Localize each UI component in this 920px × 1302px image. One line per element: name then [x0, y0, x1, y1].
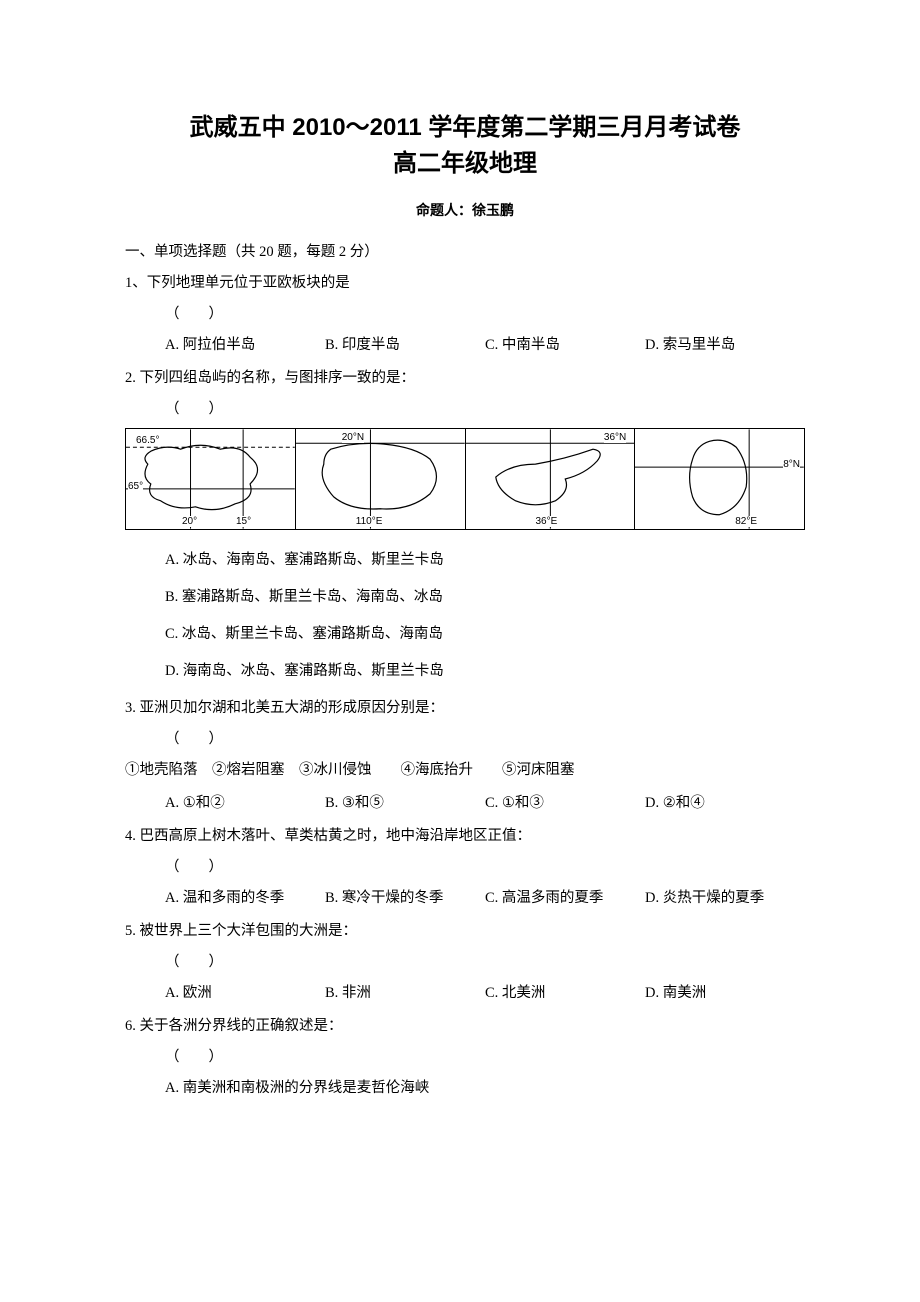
author-line: 命题人：徐玉鹏: [125, 200, 805, 220]
map3-svg: [466, 429, 635, 529]
title-line-2: 高二年级地理: [125, 146, 805, 182]
q1-option-b: B. 印度半岛: [325, 333, 485, 354]
q1-stem: 1、下列地理单元位于亚欧板块的是: [125, 271, 805, 292]
q4-option-d: D. 炎热干燥的夏季: [645, 886, 805, 907]
map-row: 66.5° 65° 20° 15° 20°N 110°E 36°N 36°E: [125, 428, 805, 530]
q3-blank: （ ）: [165, 727, 805, 748]
q5-blank: （ ）: [165, 950, 805, 971]
q6-option-a: A. 南美洲和南极洲的分界线是麦哲伦海峡: [165, 1076, 805, 1097]
q3-circles: ①地壳陷落 ②熔岩阻塞 ③冰川侵蚀 ④海底抬升 ⑤河床阻塞: [125, 758, 805, 779]
q1-option-c: C. 中南半岛: [485, 333, 645, 354]
q3-option-d: D. ②和④: [645, 791, 805, 812]
q4-options: A. 温和多雨的冬季 B. 寒冷干燥的冬季 C. 高温多雨的夏季 D. 炎热干燥…: [165, 886, 805, 907]
map-1: 66.5° 65° 20° 15°: [125, 429, 295, 529]
q4-option-c: C. 高温多雨的夏季: [485, 886, 645, 907]
map3-lat: 36°N: [604, 432, 626, 443]
title-line-1: 武威五中 2010～2011 学年度第二学期三月月考试卷: [125, 110, 805, 146]
q5-option-b: B. 非洲: [325, 981, 485, 1002]
map-4: 8°N 82°E: [634, 429, 805, 529]
q2-blank: （ ）: [165, 397, 805, 418]
q5-options: A. 欧洲 B. 非洲 C. 北美洲 D. 南美洲: [165, 981, 805, 1002]
map1-lon-right: 15°: [236, 516, 251, 527]
q2-options: A. 冰岛、海南岛、塞浦路斯岛、斯里兰卡岛 B. 塞浦路斯岛、斯里兰卡岛、海南岛…: [165, 548, 805, 680]
map-3: 36°N 36°E: [465, 429, 635, 529]
q6-stem: 6. 关于各洲分界线的正确叙述是：: [125, 1014, 805, 1035]
exam-title: 武威五中 2010～2011 学年度第二学期三月月考试卷 高二年级地理: [125, 110, 805, 182]
q1-option-d: D. 索马里半岛: [645, 333, 805, 354]
q2-option-b: B. 塞浦路斯岛、斯里兰卡岛、海南岛、冰岛: [165, 585, 805, 606]
q4-option-a: A. 温和多雨的冬季: [165, 886, 325, 907]
section-1-heading: 一、单项选择题（共 20 题，每题 2 分）: [125, 240, 805, 261]
q3-options: A. ①和② B. ③和⑤ C. ①和③ D. ②和④: [165, 791, 805, 812]
map1-lon-left: 20°: [182, 516, 197, 527]
map2-svg: [296, 429, 465, 529]
map1-lat-top: 66.5°: [136, 435, 159, 446]
map4-lat: 8°N: [783, 459, 800, 470]
q6-options: A. 南美洲和南极洲的分界线是麦哲伦海峡: [165, 1076, 805, 1097]
map-2: 20°N 110°E: [295, 429, 465, 529]
q3-option-b: B. ③和⑤: [325, 791, 485, 812]
map3-lon: 36°E: [536, 516, 558, 527]
q2-stem: 2. 下列四组岛屿的名称，与图排序一致的是：: [125, 366, 805, 387]
q4-blank: （ ）: [165, 855, 805, 876]
q3-option-c: C. ①和③: [485, 791, 645, 812]
q2-option-a: A. 冰岛、海南岛、塞浦路斯岛、斯里兰卡岛: [165, 548, 805, 569]
q1-options: A. 阿拉伯半岛 B. 印度半岛 C. 中南半岛 D. 索马里半岛: [165, 333, 805, 354]
q3-stem: 3. 亚洲贝加尔湖和北美五大湖的形成原因分别是：: [125, 696, 805, 717]
map2-lon: 110°E: [356, 516, 383, 527]
map4-lon: 82°E: [735, 516, 757, 527]
q2-option-c: C. 冰岛、斯里兰卡岛、塞浦路斯岛、海南岛: [165, 622, 805, 643]
q1-blank: （ ）: [165, 302, 805, 323]
q1-option-a: A. 阿拉伯半岛: [165, 333, 325, 354]
q6-blank: （ ）: [165, 1045, 805, 1066]
map4-svg: [635, 429, 804, 529]
q5-option-a: A. 欧洲: [165, 981, 325, 1002]
q5-option-c: C. 北美洲: [485, 981, 645, 1002]
map1-lat-mid: 65°: [128, 481, 143, 492]
q5-option-d: D. 南美洲: [645, 981, 805, 1002]
q5-stem: 5. 被世界上三个大洋包围的大洲是：: [125, 919, 805, 940]
q3-option-a: A. ①和②: [165, 791, 325, 812]
q4-stem: 4. 巴西高原上树木落叶、草类枯黄之时，地中海沿岸地区正值：: [125, 824, 805, 845]
q4-option-b: B. 寒冷干燥的冬季: [325, 886, 485, 907]
map2-lat: 20°N: [342, 432, 364, 443]
q2-option-d: D. 海南岛、冰岛、塞浦路斯岛、斯里兰卡岛: [165, 659, 805, 680]
